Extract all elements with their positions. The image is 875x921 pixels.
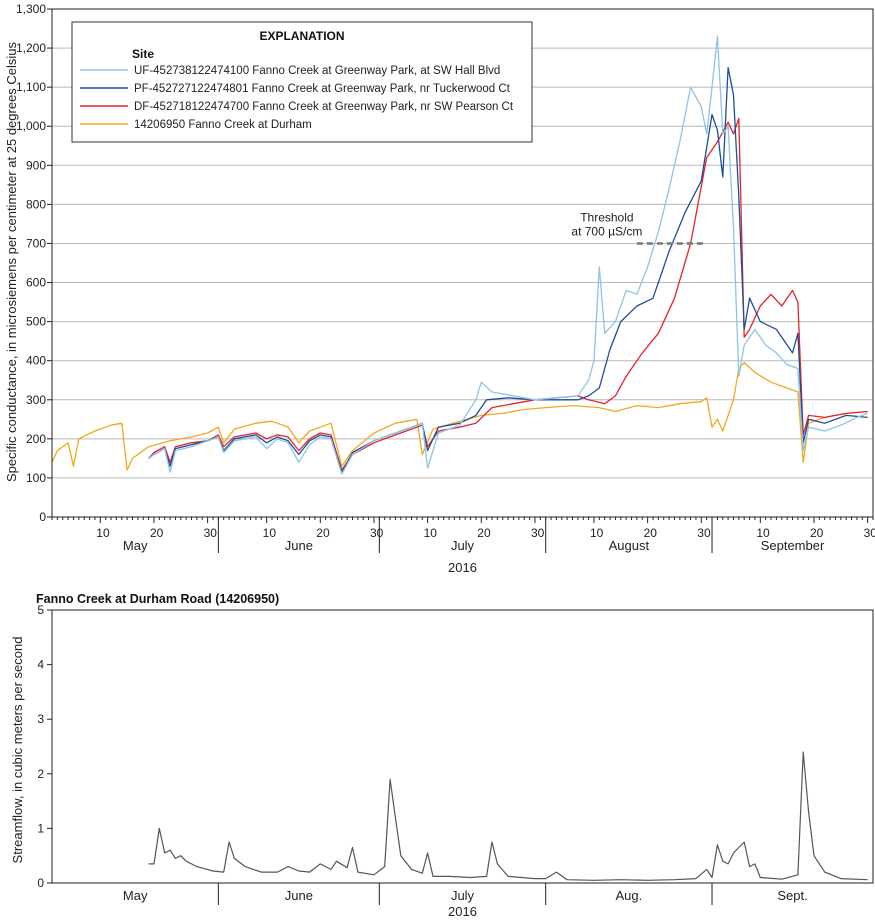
conductance-plot-frame	[51, 8, 874, 518]
y-tick-label: 5	[37, 603, 44, 617]
month-label: July	[451, 888, 475, 903]
streamflow-series	[148, 751, 868, 881]
series-line	[148, 751, 868, 881]
streamflow-panel: Fanno Creek at Durham Road (14206950) 0 1…	[10, 592, 874, 919]
y-tick-label: 1	[37, 821, 44, 835]
x-tick-label: 30	[864, 526, 875, 540]
y-tick-label: 600	[26, 276, 46, 290]
y-tick-label: 4	[37, 658, 44, 672]
y-tick-label: 500	[26, 315, 46, 329]
x-tick-label: 20	[810, 526, 824, 540]
legend-label: 14206950 Fanno Creek at Durham	[134, 119, 312, 131]
month-label: September	[761, 538, 825, 553]
y-tick-label: 200	[26, 432, 46, 446]
conductance-y-ticks: 0 100 200 300 400 500 600 700 800 900 1,000 1,100 1,…	[16, 2, 52, 524]
series-line	[148, 66, 868, 473]
y-tick-label: 100	[26, 471, 46, 485]
x-tick-label: 10	[96, 526, 110, 540]
x-tick-label: 20	[150, 526, 164, 540]
threshold-label-line1: Threshold	[580, 210, 633, 224]
y-tick-label: 400	[26, 354, 46, 368]
y-tick-label: 1,000	[16, 119, 46, 133]
y-tick-label: 2	[37, 767, 44, 781]
streamflow-plot-frame	[51, 609, 874, 884]
y-tick-label: 700	[26, 236, 46, 250]
legend-subtitle: Site	[132, 47, 154, 61]
month-label: May	[123, 538, 148, 553]
streamflow-x-ticks: May June July Aug. Sept. 2016	[123, 883, 808, 919]
x-tick-label: 20	[477, 526, 491, 540]
y-tick-label: 0	[39, 510, 46, 524]
y-tick-label: 1,100	[16, 80, 46, 94]
x-tick-label: 10	[590, 526, 604, 540]
legend-items: UF-452738122474100 Fanno Creek at Greenw…	[80, 65, 514, 131]
threshold-label-line2: at 700 µS/cm	[571, 224, 642, 238]
month-label: June	[285, 538, 313, 553]
conductance-x-ticks: 10 20 30 May 10 20 30 June 10 20 30 July 10 20 30 Augus…	[51, 517, 875, 575]
month-label: August	[609, 538, 650, 553]
conductance-series	[51, 35, 868, 475]
series-line	[148, 35, 868, 475]
x-tick-label: 30	[531, 526, 545, 540]
x-tick-label: 20	[316, 526, 330, 540]
y-tick-label: 800	[26, 197, 46, 211]
streamflow-y-axis-title: Streamflow, in cubic meters per second	[10, 637, 25, 864]
series-line	[51, 361, 868, 471]
month-label: May	[123, 888, 148, 903]
x-tick-label: 30	[370, 526, 384, 540]
legend-label: PF-452727122474801 Fanno Creek at Greenw…	[134, 83, 511, 95]
y-tick-label: 0	[37, 876, 44, 890]
year-label: 2016	[448, 904, 477, 919]
streamflow-y-ticks: 0 1 2 3 4 5	[37, 603, 52, 890]
y-tick-label: 900	[26, 158, 46, 172]
year-label: 2016	[448, 560, 477, 575]
month-label: Sept.	[777, 888, 807, 903]
streamflow-panel-title: Fanno Creek at Durham Road (14206950)	[36, 592, 279, 606]
month-label: June	[285, 888, 313, 903]
legend: EXPLANATION Site UF-452738122474100 Fann…	[71, 21, 533, 143]
x-tick-label: 10	[424, 526, 438, 540]
series-line	[148, 117, 868, 471]
legend-box	[71, 21, 533, 143]
x-tick-label: 10	[756, 526, 770, 540]
legend-title: EXPLANATION	[259, 29, 344, 43]
y-tick-label: 300	[26, 393, 46, 407]
legend-label: DF-452718122474700 Fanno Creek at Greenw…	[134, 101, 514, 113]
x-tick-label: 20	[644, 526, 658, 540]
x-tick-label: 30	[697, 526, 711, 540]
conductance-y-axis-title: Specific conductance, in microsiemens pe…	[4, 41, 19, 482]
y-tick-label: 1,300	[16, 2, 46, 16]
month-label: July	[451, 538, 475, 553]
y-tick-label: 3	[37, 712, 44, 726]
x-tick-label: 30	[204, 526, 218, 540]
x-tick-label: 10	[263, 526, 277, 540]
conductance-panel: 0 100 200 300 400 500 600 700 800 900 1,000 1,100 1,…	[4, 2, 875, 575]
legend-label: UF-452738122474100 Fanno Creek at Greenw…	[134, 65, 500, 77]
month-label: Aug.	[615, 888, 642, 903]
y-tick-label: 1,200	[16, 41, 46, 55]
